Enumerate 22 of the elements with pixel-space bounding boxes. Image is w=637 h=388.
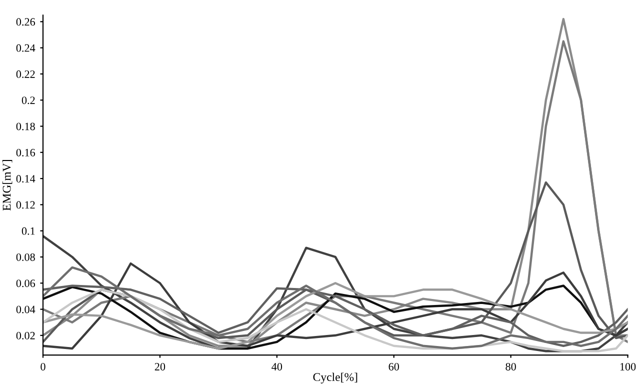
y-tick-label: 0.2	[22, 96, 35, 104]
y-tick-label: 0.08	[16, 253, 35, 261]
y-tick-label: 0.18	[16, 122, 35, 130]
y-tick-label: 0.06	[16, 280, 36, 288]
x-tick-label: 80	[506, 362, 516, 370]
y-tick-label: 0.02	[16, 332, 35, 340]
y-tick-label: 0.22	[16, 70, 35, 78]
y-tick-label: 0.26	[16, 18, 36, 26]
y-tick-label: 0.1	[22, 227, 35, 235]
y-tick-label: 0.12	[16, 201, 35, 209]
x-tick-label: 0	[40, 362, 46, 370]
y-tick-label: 0.14	[16, 175, 36, 183]
x-tick-label: 40	[272, 362, 282, 370]
y-tick-label: 0.24	[16, 44, 36, 52]
line-series	[42, 234, 628, 352]
y-tick-label: 0.16	[16, 148, 36, 156]
x-tick-label: 100	[620, 362, 636, 370]
y-tick-label: 0.04	[16, 306, 36, 314]
x-tick-label: 20	[154, 362, 166, 370]
y-axis-title: EMG[mV]	[2, 160, 12, 211]
x-tick-label: 60	[388, 362, 399, 370]
x-axis-title: Cycle[%]	[313, 372, 358, 384]
